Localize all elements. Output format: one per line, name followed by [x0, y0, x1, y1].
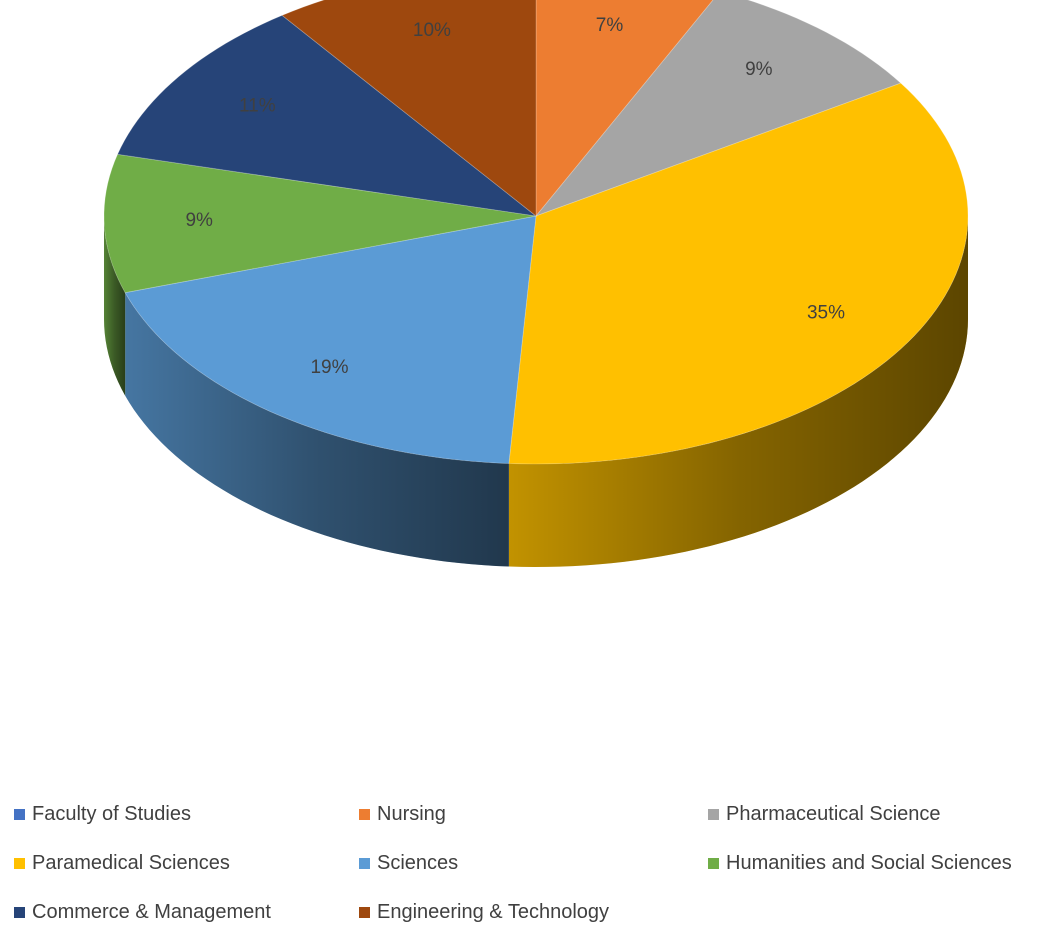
legend-label: Humanities and Social Sciences	[726, 852, 1012, 874]
pie-slice-paramedical-sciences	[508, 82, 969, 465]
legend-item-engineering-and-technology: Engineering & Technology	[359, 901, 609, 924]
pie-slice-commerce-and-management	[116, 14, 538, 217]
legend-swatch	[14, 907, 25, 918]
data-label-paramedical-sciences: 35%	[807, 303, 845, 324]
pie-side-shade-sciences	[125, 292, 509, 567]
legend-swatch	[708, 858, 719, 869]
pie-slice-sciences	[124, 215, 537, 464]
data-label-pharmaceutical-science: 9%	[745, 59, 773, 80]
legend-item-pharmaceutical-science: Pharmaceutical Science	[708, 803, 941, 826]
pie-slice-nursing	[535, 0, 714, 218]
pie-data-labels: 0%7%9%35%19%9%11%10%	[185, 15, 845, 378]
legend-label: Sciences	[377, 852, 459, 874]
data-label-commerce-and-management: 11%	[239, 95, 276, 116]
legend-swatch	[359, 907, 370, 918]
data-label-humanities-and-social-sciences: 9%	[185, 210, 213, 231]
legend-item-sciences: Sciences	[359, 852, 458, 875]
legend-label: Paramedical Sciences	[32, 852, 230, 874]
legend-label: Engineering & Technology	[377, 901, 610, 923]
pie-slice-pharmaceutical-science	[534, 0, 902, 217]
legend-swatch	[14, 809, 25, 820]
legend-item-paramedical-sciences: Paramedical Sciences	[14, 852, 230, 875]
pie-top-faces	[103, 0, 969, 465]
legend-swatch	[359, 809, 370, 820]
data-label-engineering-and-technology: 10%	[413, 20, 451, 41]
legend-swatch	[708, 809, 719, 820]
data-label-nursing: 7%	[596, 15, 624, 36]
legend-label: Faculty of Studies	[32, 803, 191, 825]
legend-item-nursing: Nursing	[359, 803, 446, 826]
pie-side-shade-humanities-and-social-sciences	[104, 216, 126, 396]
legend-label: Commerce & Management	[32, 901, 271, 923]
legend-label: Pharmaceutical Science	[726, 803, 941, 825]
legend-item-commerce-and-management: Commerce & Management	[14, 901, 271, 924]
legend-item-humanities-and-social-sciences: Humanities and Social Sciences	[708, 852, 1012, 875]
legend-label: Nursing	[377, 803, 446, 825]
pie-side-walls	[104, 216, 968, 567]
pie-slice-humanities-and-social-sciences	[103, 153, 537, 294]
legend-swatch	[359, 858, 370, 869]
data-label-sciences: 19%	[310, 357, 348, 378]
legend-item-faculty-of-studies: Faculty of Studies	[14, 803, 191, 826]
pie-side-shade-paramedical-sciences	[508, 216, 968, 567]
pie-slice-engineering-and-technology	[281, 0, 537, 217]
legend-swatch	[14, 858, 25, 869]
